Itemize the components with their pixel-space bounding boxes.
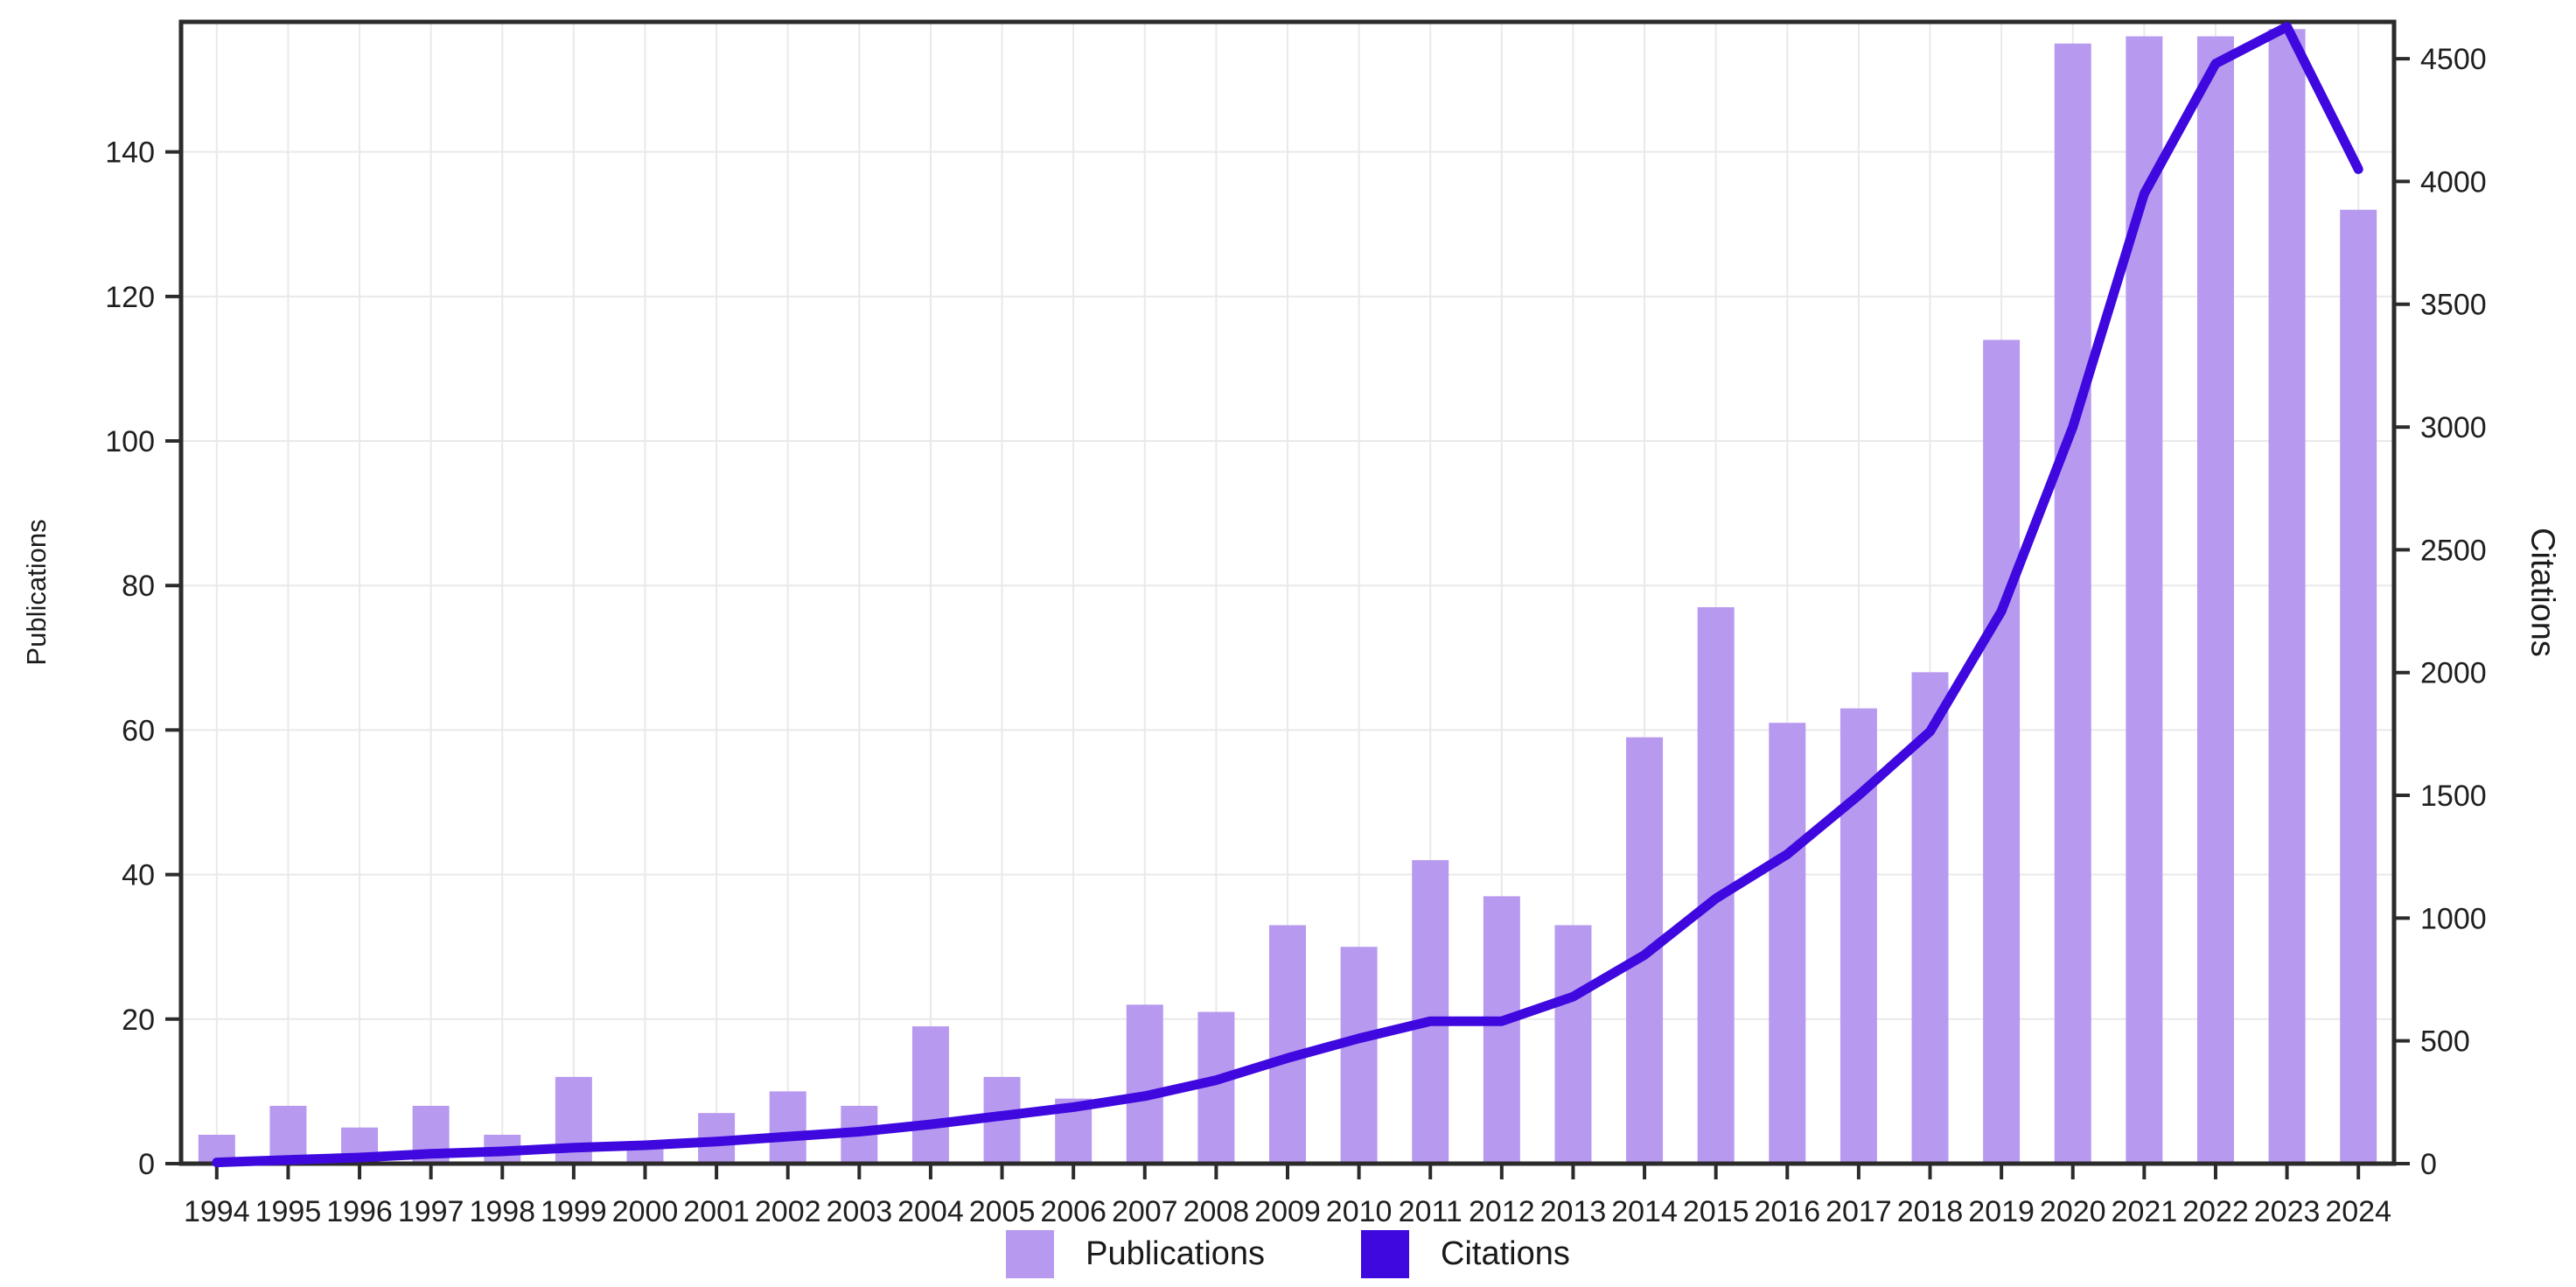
x-tick-label-2014: 2014 bbox=[1611, 1195, 1678, 1228]
right-tick-label-3000: 3000 bbox=[2420, 411, 2487, 444]
x-tick-label-1997: 1997 bbox=[398, 1195, 464, 1228]
x-tick-label-2011: 2011 bbox=[1399, 1195, 1463, 1228]
left-tick-label-120: 120 bbox=[105, 281, 155, 314]
x-tick-label-2000: 2000 bbox=[612, 1195, 679, 1228]
x-tick-label-2019: 2019 bbox=[1968, 1195, 2035, 1228]
left-tick-label-0: 0 bbox=[138, 1148, 155, 1181]
publications-swatch-icon bbox=[1006, 1229, 1055, 1278]
right-tick-label-500: 500 bbox=[2420, 1025, 2470, 1059]
x-tick-label-2010: 2010 bbox=[1326, 1195, 1393, 1228]
x-tick-label-2001: 2001 bbox=[683, 1195, 750, 1228]
x-tick-label-1999: 1999 bbox=[541, 1195, 607, 1228]
legend-item-citations: Citations bbox=[1361, 1229, 1570, 1278]
bar-2010 bbox=[1340, 947, 1378, 1164]
bar-2004 bbox=[911, 1026, 949, 1164]
x-tick-label-2002: 2002 bbox=[755, 1195, 821, 1228]
citations-swatch-icon bbox=[1361, 1229, 1410, 1278]
x-tick-label-2003: 2003 bbox=[827, 1195, 893, 1228]
x-tick-label-2006: 2006 bbox=[1040, 1195, 1106, 1228]
bar-2018 bbox=[1911, 672, 1949, 1164]
bar-2007 bbox=[1126, 1004, 1163, 1164]
bar-2013 bbox=[1554, 925, 1592, 1164]
citations-line bbox=[212, 22, 2363, 1168]
left-tick-label-20: 20 bbox=[122, 1004, 155, 1037]
x-tick-label-2004: 2004 bbox=[897, 1195, 964, 1228]
left-tick-label-80: 80 bbox=[122, 570, 155, 603]
x-tick-label-2016: 2016 bbox=[1754, 1195, 1820, 1228]
left-tick-label-140: 140 bbox=[105, 136, 155, 170]
x-tick-label-2022: 2022 bbox=[2182, 1195, 2249, 1228]
x-tick-label-2009: 2009 bbox=[1254, 1195, 1321, 1228]
legend: Publications Citations bbox=[0, 1225, 2576, 1283]
x-tick-label-2024: 2024 bbox=[2325, 1195, 2391, 1228]
x-tick-label-2012: 2012 bbox=[1469, 1195, 1535, 1228]
left-tick-label-100: 100 bbox=[105, 425, 155, 458]
bar-2020 bbox=[2054, 43, 2091, 1165]
legend-item-publications: Publications bbox=[1006, 1229, 1266, 1278]
x-tick-label-2007: 2007 bbox=[1112, 1195, 1178, 1228]
x-tick-label-2023: 2023 bbox=[2254, 1195, 2321, 1228]
x-tick-label-2020: 2020 bbox=[2040, 1195, 2106, 1228]
bar-2016 bbox=[1769, 723, 1806, 1164]
bar-2017 bbox=[1840, 708, 1877, 1164]
right-tick-label-0: 0 bbox=[2420, 1148, 2437, 1181]
left-tick-label-60: 60 bbox=[122, 714, 155, 747]
x-tick-label-1998: 1998 bbox=[469, 1195, 535, 1228]
x-tick-label-2015: 2015 bbox=[1683, 1195, 1749, 1228]
bar-2011 bbox=[1412, 860, 1449, 1164]
bar-2022 bbox=[2196, 36, 2234, 1164]
right-tick-label-4000: 4000 bbox=[2420, 165, 2487, 199]
bar-1995 bbox=[269, 1105, 307, 1164]
bar-2023 bbox=[2268, 29, 2306, 1164]
right-tick-label-1500: 1500 bbox=[2420, 780, 2487, 813]
right-tick-label-4500: 4500 bbox=[2420, 43, 2487, 76]
left-axis-title: Publications bbox=[21, 519, 52, 666]
bar-2009 bbox=[1269, 925, 1306, 1164]
legend-label-publications: Publications bbox=[1086, 1235, 1266, 1272]
x-tick-label-1996: 1996 bbox=[326, 1195, 393, 1228]
x-tick-label-2005: 2005 bbox=[969, 1195, 1036, 1228]
bar-2012 bbox=[1483, 896, 1520, 1164]
x-tick-label-2018: 2018 bbox=[1897, 1195, 1964, 1228]
right-tick-label-2500: 2500 bbox=[2420, 534, 2487, 567]
bar-2019 bbox=[1983, 339, 2021, 1164]
right-axis-title: Citations bbox=[2524, 528, 2561, 657]
bar-2024 bbox=[2340, 209, 2377, 1165]
right-tick-label-2000: 2000 bbox=[2420, 657, 2487, 690]
x-tick-label-2021: 2021 bbox=[2112, 1195, 2178, 1228]
x-tick-label-2017: 2017 bbox=[1826, 1195, 1892, 1228]
right-tick-label-1000: 1000 bbox=[2420, 902, 2487, 935]
x-tick-label-2013: 2013 bbox=[1540, 1195, 1607, 1228]
x-tick-label-1994: 1994 bbox=[184, 1195, 250, 1228]
right-tick-label-3500: 3500 bbox=[2420, 289, 2487, 322]
left-tick-label-40: 40 bbox=[122, 859, 155, 892]
bar-2002 bbox=[769, 1091, 806, 1164]
legend-label-citations: Citations bbox=[1441, 1235, 1570, 1272]
x-tick-label-2008: 2008 bbox=[1183, 1195, 1250, 1228]
x-tick-label-1995: 1995 bbox=[255, 1195, 322, 1228]
